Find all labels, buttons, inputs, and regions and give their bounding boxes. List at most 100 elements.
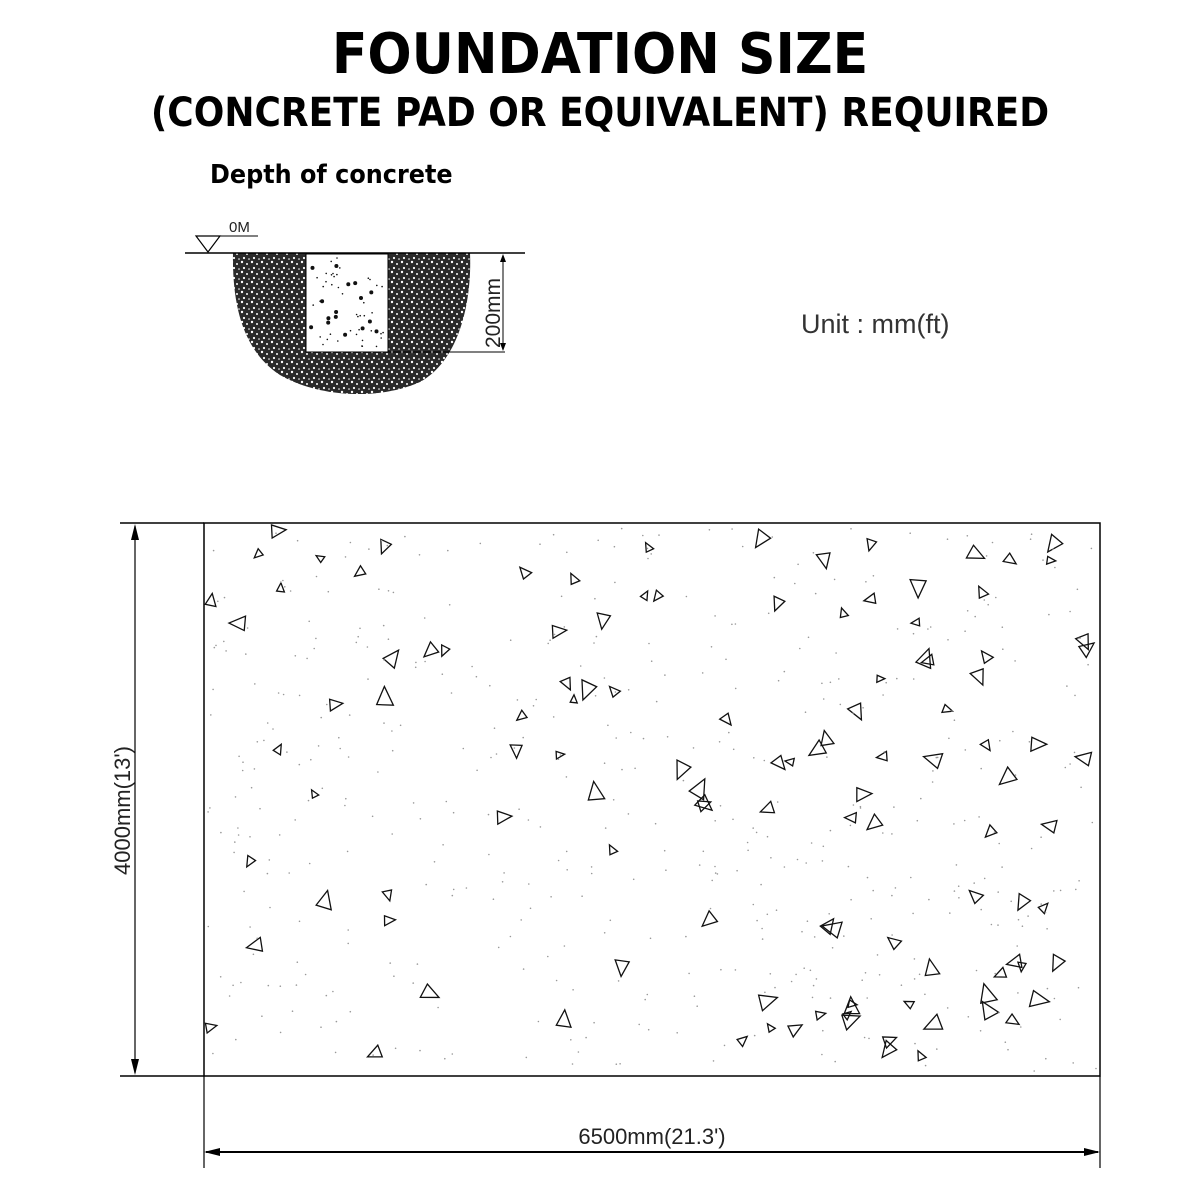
aggregate-dot — [663, 849, 666, 852]
aggregate-dot — [953, 890, 956, 892]
aggregate-triangle — [441, 643, 451, 658]
aggregate-dot — [332, 990, 334, 993]
concrete-speck — [367, 319, 372, 324]
aggregate-dot — [609, 919, 612, 922]
aggregate-dot — [665, 869, 667, 871]
aggregate-dot — [493, 727, 496, 729]
aggregate-dot — [321, 787, 324, 790]
aggregate-dot — [487, 813, 490, 816]
aggregate-triangle — [865, 812, 884, 831]
aggregate-dot — [949, 912, 951, 914]
aggregate-triangle — [965, 544, 986, 560]
concrete-speck — [310, 265, 315, 270]
aggregate-triangle — [676, 758, 693, 781]
aggregate-triangle — [1002, 551, 1018, 565]
aggregate-triangle — [245, 854, 257, 869]
aggregate-dot — [767, 612, 770, 615]
aggregate-dot — [1074, 694, 1076, 697]
aggregate-dot — [349, 541, 352, 544]
aggregate-dot — [991, 541, 994, 544]
aggregate-dot — [769, 973, 772, 975]
aggregate-dot — [822, 845, 825, 848]
aggregate-dot — [240, 981, 242, 984]
aggregate-dot — [418, 554, 421, 556]
aggregate-dot — [233, 851, 235, 854]
aggregate-dot — [235, 1038, 237, 1041]
aggregate-dot — [207, 811, 209, 813]
aggregate-dot — [294, 655, 297, 657]
aggregate-dot — [953, 719, 956, 721]
aggregate-triangle — [1073, 751, 1093, 767]
aggregate-triangle — [1004, 1012, 1021, 1026]
aggregate-triangle — [968, 667, 984, 687]
aggregate-dot — [1046, 928, 1048, 930]
aggregate-dot — [732, 748, 735, 751]
aggregate-dot — [849, 824, 852, 827]
aggregate-dot — [228, 995, 231, 997]
aggregate-dot — [380, 539, 383, 542]
aggregate-dot — [522, 736, 524, 739]
aggregate-triangle — [909, 578, 928, 600]
aggregate-dot — [859, 805, 862, 808]
aggregate-dot — [615, 1063, 618, 1065]
aggregate-triangle — [693, 793, 714, 812]
aggregate-dot — [245, 653, 247, 655]
aggregate-dot — [617, 980, 620, 982]
aggregate-dot — [346, 850, 349, 853]
aggregate-dot — [894, 887, 897, 889]
aggregate-dot — [212, 1052, 214, 1055]
aggregate-triangle — [909, 617, 921, 627]
aggregate-triangle — [366, 1043, 384, 1058]
aggregate-dot — [658, 534, 660, 536]
aggregate-dot — [387, 638, 390, 640]
aggregate-dot — [723, 1044, 726, 1047]
aggregate-dot — [603, 677, 606, 679]
aggregate-triangle — [1074, 632, 1089, 651]
aggregate-triangle — [353, 564, 367, 578]
aggregate-dot — [647, 1028, 650, 1031]
aggregate-dot — [347, 942, 350, 945]
aggregate-dot — [1021, 925, 1024, 927]
aggregate-dot — [256, 741, 259, 743]
aggregate-dot — [368, 548, 370, 550]
aggregate-dot — [1001, 626, 1004, 628]
aggregate-dot — [560, 595, 563, 598]
aggregate-dot — [213, 646, 216, 649]
concrete-speck — [325, 272, 328, 275]
aggregate-triangle — [766, 1022, 777, 1034]
aggregate-dot — [1014, 660, 1016, 662]
aggregate-dot — [833, 578, 836, 581]
aggregate-dot — [682, 779, 685, 782]
aggregate-marks — [204, 524, 1097, 1072]
aggregate-triangle — [1004, 953, 1023, 969]
aggregate-dot — [415, 661, 417, 664]
aggregate-dot — [399, 724, 402, 727]
aggregate-dot — [918, 973, 921, 976]
concrete-speck — [337, 340, 339, 342]
aggregate-dot — [579, 665, 582, 667]
concrete-speck — [333, 275, 335, 278]
ground-level-symbol — [194, 235, 222, 253]
aggregate-triangle — [608, 843, 619, 856]
aggregate-dot — [685, 595, 688, 598]
aggregate-dot — [642, 534, 644, 537]
aggregate-dot — [317, 745, 320, 747]
aggregate-dot — [263, 739, 265, 742]
aggregate-dot — [412, 802, 415, 804]
concrete-speck — [363, 301, 365, 304]
aggregate-dot — [359, 627, 361, 630]
aggregate-dot — [716, 873, 719, 875]
aggregate-triangle — [381, 889, 393, 903]
aggregate-dot — [783, 670, 786, 673]
aggregate-dot — [389, 962, 392, 964]
aggregate-dot — [557, 859, 560, 862]
concrete-speck — [333, 314, 338, 319]
aggregate-dot — [383, 658, 385, 661]
aggregate-dot — [755, 831, 758, 834]
aggregate-triangle — [820, 728, 836, 747]
aggregate-dot — [325, 994, 328, 997]
concrete-speck — [353, 281, 358, 286]
aggregate-dot — [913, 978, 916, 980]
aggregate-dot — [964, 749, 967, 751]
aggregate-dot — [931, 781, 934, 783]
